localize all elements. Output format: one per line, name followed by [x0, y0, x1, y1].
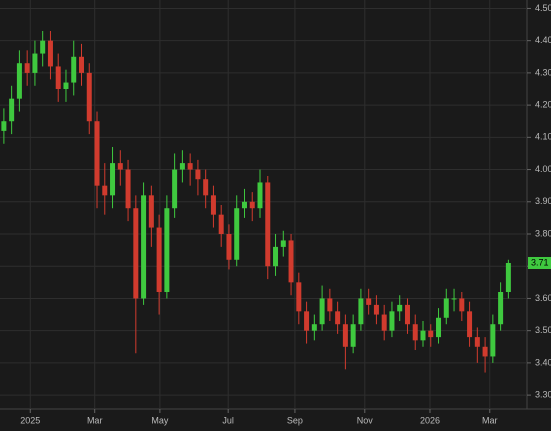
- body: [125, 169, 131, 209]
- x-tick-label: 2026: [420, 415, 440, 425]
- body: [102, 185, 108, 196]
- body: [164, 208, 170, 292]
- body: [381, 314, 387, 331]
- body: [443, 298, 449, 318]
- body: [110, 163, 116, 196]
- body: [94, 121, 100, 186]
- body: [117, 163, 123, 170]
- body: [505, 263, 511, 292]
- x-tick-label: Mar: [482, 415, 498, 425]
- y-tick-label: 4.20: [535, 99, 551, 109]
- x-tick-label: Mar: [87, 415, 103, 425]
- body: [420, 330, 426, 341]
- y-tick-label: 3.60: [535, 293, 551, 303]
- body: [63, 82, 69, 89]
- body: [498, 292, 504, 325]
- body: [47, 40, 53, 67]
- last-price-box: [528, 257, 551, 269]
- body: [311, 324, 317, 331]
- body: [397, 304, 403, 312]
- body: [249, 201, 255, 209]
- y-tick-label: 3.40: [535, 357, 551, 367]
- body: [358, 298, 364, 325]
- body: [373, 304, 379, 315]
- body: [187, 163, 193, 170]
- body: [241, 201, 247, 209]
- body: [218, 214, 224, 234]
- x-tick-label: May: [151, 415, 169, 425]
- y-tick-label: 4.30: [535, 67, 551, 77]
- body: [412, 324, 418, 341]
- body: [474, 337, 480, 347]
- body: [32, 53, 38, 73]
- body: [280, 240, 286, 247]
- body: [16, 63, 22, 99]
- last-price-label: 3.71: [531, 257, 549, 267]
- y-tick-label: 4.40: [535, 35, 551, 45]
- x-tick-label: Sep: [287, 415, 303, 425]
- body: [389, 311, 395, 331]
- body: [288, 240, 294, 283]
- y-tick-label: 4.00: [535, 164, 551, 174]
- x-tick-label: 2025: [20, 415, 40, 425]
- body: [148, 195, 154, 228]
- y-tick-label: 4.50: [535, 3, 551, 13]
- body: [195, 169, 201, 180]
- body: [327, 298, 333, 312]
- body: [141, 195, 147, 299]
- y-tick-label: 3.80: [535, 228, 551, 238]
- body: [404, 304, 410, 325]
- body: [428, 330, 434, 338]
- body: [273, 246, 279, 267]
- body: [71, 56, 77, 83]
- body: [24, 63, 30, 73]
- body: [86, 72, 92, 122]
- body: [296, 282, 302, 312]
- body: [210, 195, 216, 215]
- y-tick-label: 3.50: [535, 325, 551, 335]
- x-tick-label: Jul: [222, 415, 234, 425]
- y-tick-label: 4.10: [535, 132, 551, 142]
- body: [319, 298, 325, 325]
- body: [342, 324, 348, 347]
- body: [226, 234, 232, 260]
- body: [156, 227, 162, 292]
- body: [265, 182, 271, 267]
- body: [203, 179, 209, 196]
- body: [451, 298, 457, 300]
- body: [335, 311, 341, 325]
- body: [133, 208, 139, 299]
- body: [436, 317, 442, 338]
- body: [40, 40, 46, 54]
- body: [78, 56, 84, 73]
- body: [350, 324, 356, 347]
- body: [9, 98, 15, 122]
- body: [482, 346, 488, 357]
- body: [172, 169, 178, 209]
- body: [55, 66, 61, 89]
- body: [467, 311, 473, 338]
- body: [257, 182, 263, 209]
- body: [490, 324, 496, 357]
- y-tick-label: 3.90: [535, 196, 551, 206]
- body: [179, 163, 185, 170]
- body: [1, 121, 7, 131]
- y-tick-label: 3.30: [535, 389, 551, 399]
- x-tick-label: Nov: [357, 415, 374, 425]
- body: [234, 208, 240, 260]
- body: [366, 298, 372, 305]
- body: [459, 298, 465, 312]
- body: [304, 311, 310, 331]
